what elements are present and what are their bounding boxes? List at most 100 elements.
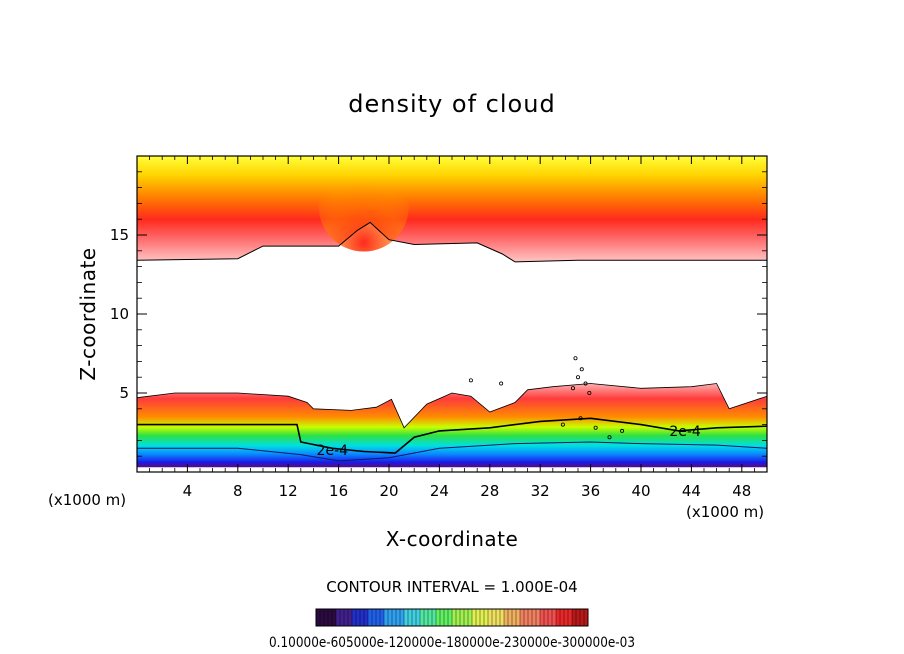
colorbar-swatch: [420, 609, 425, 626]
colorbar-swatch: [404, 609, 409, 626]
colorbar-swatch: [560, 609, 565, 626]
colorbar-swatch: [524, 609, 529, 626]
contour-speckle: [587, 390, 592, 395]
contour-speckle: [570, 386, 575, 391]
lower-cloud-layer: [137, 383, 767, 468]
colorbar-swatch: [408, 609, 413, 626]
colorbar-swatch: [384, 609, 389, 626]
colorbar-swatch: [540, 609, 545, 626]
contour-label: 2e-4: [317, 443, 349, 459]
x-axis-label: X-coordinate: [386, 527, 519, 551]
contour-line-2e-4: [137, 417, 767, 454]
contour-speckle: [578, 416, 583, 421]
contour-interval: CONTOUR INTERVAL = 1.000E-04: [326, 578, 577, 596]
colorbar-swatch: [484, 609, 489, 626]
colorbar-swatch: [352, 609, 357, 626]
colorbar-swatch: [576, 609, 581, 626]
upper-cloud-plume: [318, 161, 409, 252]
colorbar-swatch: [348, 609, 353, 626]
colorbar-swatch: [436, 609, 441, 626]
upper-cloud-layer: [137, 156, 767, 262]
colorbar-swatch: [512, 609, 517, 626]
colorbar-swatch: [520, 609, 525, 626]
colorbar-swatch: [492, 609, 497, 626]
colorbar-swatch: [340, 609, 345, 626]
x-tick-label: 32: [531, 482, 550, 500]
contour-speckle: [560, 422, 565, 427]
x-tick-label: 28: [480, 482, 499, 500]
y-tick-label: 15: [110, 226, 129, 244]
colorbar-swatch: [440, 609, 445, 626]
lower-cloud-contour: [137, 383, 767, 429]
colorbar-swatch: [324, 609, 329, 626]
colorbar-swatch: [548, 609, 553, 626]
y-tick-label: 5: [119, 384, 129, 402]
contour-speckle: [468, 378, 473, 383]
colorbar-swatch: [364, 609, 369, 626]
contour-speckle: [576, 375, 581, 380]
chart-title: density of cloud: [348, 90, 555, 118]
colorbar-swatch: [372, 609, 377, 626]
colorbar-swatch: [500, 609, 505, 626]
colorbar-swatch: [360, 609, 365, 626]
colorbar-swatch: [564, 609, 569, 626]
colorbar-swatch: [544, 609, 549, 626]
colorbar-labels: 0.10000e-605000e-120000e-180000e-230000e…: [269, 635, 635, 651]
contour-speckle: [593, 425, 598, 430]
colorbar-swatch: [448, 609, 453, 626]
colorbar-swatch: [556, 609, 561, 626]
colorbar-swatch: [412, 609, 417, 626]
x-tick-label: 8: [233, 482, 243, 500]
colorbar-swatch: [464, 609, 469, 626]
colorbar-swatch: [400, 609, 405, 626]
x-tick-label: 40: [631, 482, 650, 500]
x-tick-label: 20: [379, 482, 398, 500]
contour-labels: 2e-4 2e-4: [317, 424, 701, 459]
y-tick-label: 10: [110, 305, 129, 323]
x-tick-label: 24: [430, 482, 449, 500]
colorbar-swatch: [508, 609, 513, 626]
x-tick-label: 12: [279, 482, 298, 500]
colorbar-swatch: [460, 609, 465, 626]
colorbar-swatch: [452, 609, 457, 626]
colorbar-swatch: [480, 609, 485, 626]
contour-speckle: [573, 356, 578, 361]
contour-line-low: [137, 441, 767, 462]
colorbar-swatch: [320, 609, 325, 626]
x-unit-left: (x1000 m): [48, 491, 126, 509]
colorbar-swatch: [356, 609, 361, 626]
colorbar-swatch: [380, 609, 385, 626]
colorbar-frame: [315, 608, 589, 627]
colorbar-swatch: [388, 609, 393, 626]
colorbar-swatch: [428, 609, 433, 626]
colorbar-swatch: [476, 609, 481, 626]
x-tick-label: 48: [732, 482, 751, 500]
colorbar-swatch: [568, 609, 573, 626]
colorbar-swatch: [416, 609, 421, 626]
colorbar-swatch: [316, 609, 321, 626]
y-axis-label: Z-coordinate: [76, 247, 100, 380]
colorbar-swatch: [580, 609, 585, 626]
x-tick-label: 44: [682, 482, 701, 500]
x-tick-label: 4: [183, 482, 193, 500]
colorbar-swatch: [456, 609, 461, 626]
colorbar-swatch: [584, 609, 589, 626]
upper-cloud-contour: [137, 221, 767, 263]
x-unit-right: (x1000 m): [686, 503, 764, 521]
colorbar-swatch: [572, 609, 577, 626]
colorbar-swatch: [332, 609, 337, 626]
colorbar-swatch: [532, 609, 537, 626]
colorbar-swatch: [396, 609, 401, 626]
x-tick-label: 36: [581, 482, 600, 500]
colorbar-swatch: [444, 609, 449, 626]
colorbar-swatch: [536, 609, 541, 626]
x-axis-ticks: 4 8 12 16 20 24 28 32 36 40 44 48: [149, 156, 755, 500]
contour-speckles: [468, 356, 625, 440]
contour-speckle: [583, 381, 588, 386]
colorbar-swatch: [468, 609, 473, 626]
x-tick-label: 16: [329, 482, 348, 500]
colorbar-swatch: [368, 609, 373, 626]
colorbar-swatch: [488, 609, 493, 626]
colorbar: [315, 608, 589, 627]
contour-speckle: [499, 381, 504, 386]
